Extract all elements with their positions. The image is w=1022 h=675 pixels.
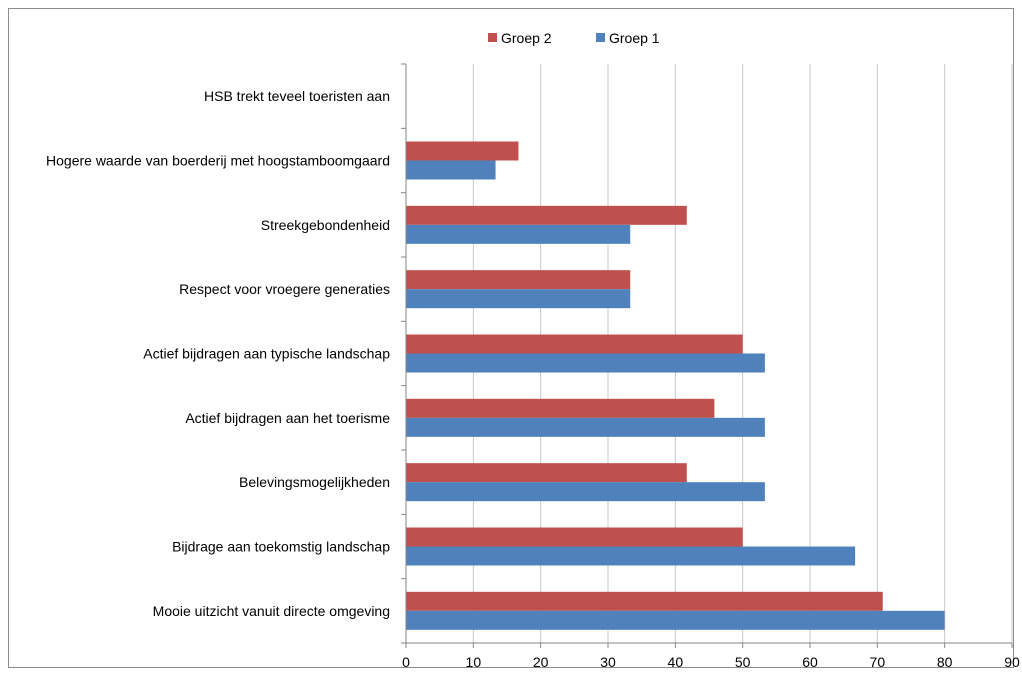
x-tick-label: 50 [735,654,751,670]
bar-groep-1-1 [406,160,496,180]
x-axis-tick-labels: 0 10 20 30 40 50 60 70 80 90 [402,654,1020,670]
legend-label-groep-2: Groep 2 [501,30,552,46]
category-label: Actief bijdragen aan typische landschap [143,346,390,362]
category-label: Actief bijdragen aan het toerisme [185,410,390,426]
category-label: Belevingsmogelijkheden [239,474,390,490]
bar-groep-1-4 [406,353,765,373]
x-tick-label: 10 [466,654,482,670]
category-label: Hogere waarde van boerderij met hoogstam… [46,153,390,169]
category-label: Bijdrage aan toekomstig landschap [172,539,390,555]
bar-groep-2-6 [406,463,687,483]
x-tick-label: 30 [600,654,616,670]
bars [406,141,945,630]
legend: Groep 2 Groep 1 [488,30,660,46]
bar-groep-1-3 [406,289,631,309]
bar-groep-2-2 [406,205,687,225]
bar-groep-2-3 [406,270,631,290]
category-label: Streekgebondenheid [261,217,390,233]
bar-groep-2-8 [406,591,883,611]
x-tick-label: 40 [668,654,684,670]
bar-groep-1-6 [406,482,765,502]
bar-groep-1-5 [406,417,765,437]
x-tick-label: 90 [1004,654,1020,670]
bar-groep-1-7 [406,546,856,566]
category-label: HSB trekt teveel toeristen aan [204,88,390,104]
axes [401,63,1013,648]
bar-groep-2-7 [406,527,743,547]
x-tick-label: 70 [870,654,886,670]
legend-swatch-groep-2 [488,33,497,42]
bar-groep-2-4 [406,334,743,354]
x-tick-label: 60 [802,654,818,670]
bar-groep-1-8 [406,610,945,630]
bar-groep-2-1 [406,141,519,161]
bar-groep-1-2 [406,224,631,244]
legend-label-groep-1: Groep 1 [609,30,660,46]
bar-groep-2-5 [406,398,715,418]
category-labels: HSB trekt teveel toeristen aan Hogere waa… [46,88,390,619]
legend-swatch-groep-1 [596,33,605,42]
x-tick-label: 80 [937,654,953,670]
category-label: Respect voor vroegere generaties [179,281,390,297]
x-tick-label: 20 [533,654,549,670]
x-tick-label: 0 [402,654,410,670]
category-label: Mooie uitzicht vanuit directe omgeving [153,603,390,619]
